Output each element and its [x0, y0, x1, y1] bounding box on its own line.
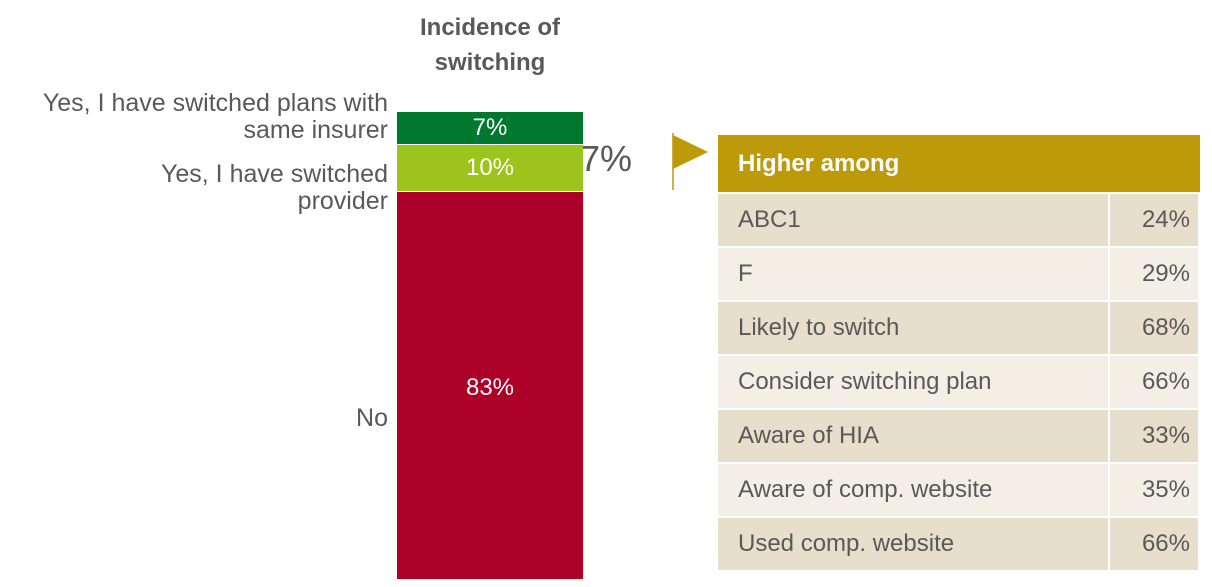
legend-label: No [356, 404, 388, 432]
table-cell: 35% [1110, 464, 1198, 516]
table-cell: Aware of HIA [718, 410, 1108, 462]
value-label: 7% [472, 114, 508, 142]
table-cell: Aware of comp. website [718, 464, 1108, 516]
legend-label: Yes, I have switched provider [161, 160, 388, 215]
table-cell: 66% [1110, 356, 1198, 408]
chart-title: Incidence of switching [419, 14, 561, 76]
value-label: 10% [465, 154, 515, 182]
bar-segment [397, 112, 583, 145]
table-cell: 66% [1110, 518, 1198, 570]
table-header: Higher among [718, 135, 1200, 192]
bracket [672, 133, 708, 190]
table-cell: Likely to switch [718, 302, 1108, 354]
bar-segment [397, 191, 583, 580]
value-label: 83% [465, 373, 515, 401]
table-cell: 33% [1110, 410, 1198, 462]
table-cell: 29% [1110, 248, 1198, 300]
table-cell: 24% [1110, 194, 1198, 246]
legend-label: Yes, I have switched plans with same ins… [42, 89, 388, 144]
table-cell: F [718, 248, 1108, 300]
table-cell: 68% [1110, 302, 1198, 354]
table-cell: ABC1 [718, 194, 1108, 246]
table-cell: Used comp. website [718, 518, 1108, 570]
bar-segment [397, 144, 583, 192]
table-cell: Consider switching plan [718, 356, 1108, 408]
